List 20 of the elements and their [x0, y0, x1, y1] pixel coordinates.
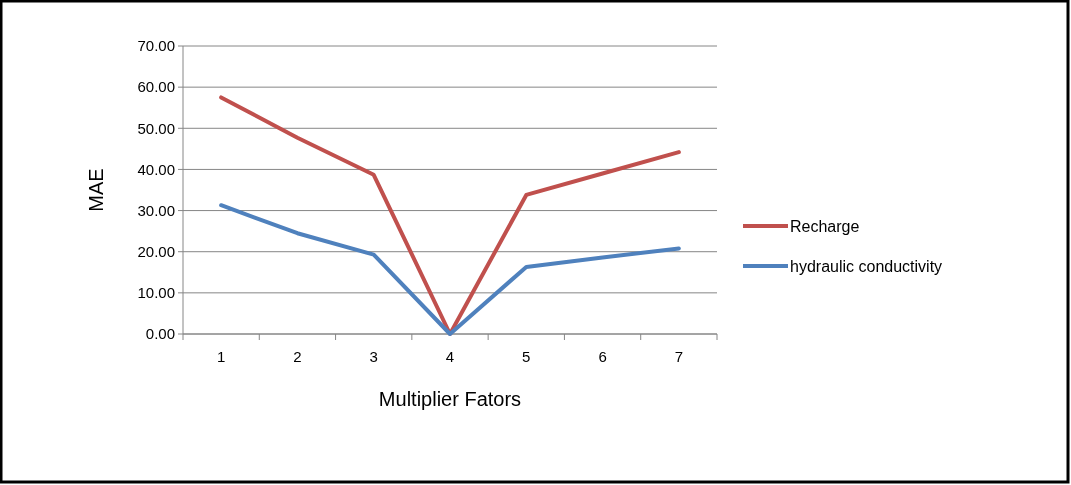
legend-label: hydraulic conductivity — [790, 257, 943, 275]
y-tick-label: 70.00 — [137, 37, 175, 55]
x-tick-label: 5 — [522, 348, 531, 365]
x-tick-label: 1 — [216, 348, 226, 365]
x-axis-title: Multiplier Fators — [378, 388, 522, 410]
legend-label: Recharge — [790, 217, 860, 235]
y-tick-label: 60.00 — [137, 78, 175, 96]
x-tick-label: 2 — [293, 348, 302, 365]
x-tick-label: 3 — [369, 348, 378, 365]
y-tick-label: 50.00 — [137, 119, 175, 137]
x-tick-label: 4 — [445, 348, 455, 365]
y-tick-label: 30.00 — [137, 201, 175, 219]
y-axis-title: MAE — [85, 168, 107, 212]
y-tick-label: 40.00 — [137, 160, 175, 178]
y-tick-label: 20.00 — [137, 242, 175, 260]
x-tick-label: 7 — [674, 348, 684, 365]
y-tick-label: 10.00 — [137, 284, 175, 302]
line-series — [219, 203, 681, 336]
y-tick-label: 0.00 — [145, 325, 175, 343]
x-tick-label: 6 — [598, 348, 607, 365]
